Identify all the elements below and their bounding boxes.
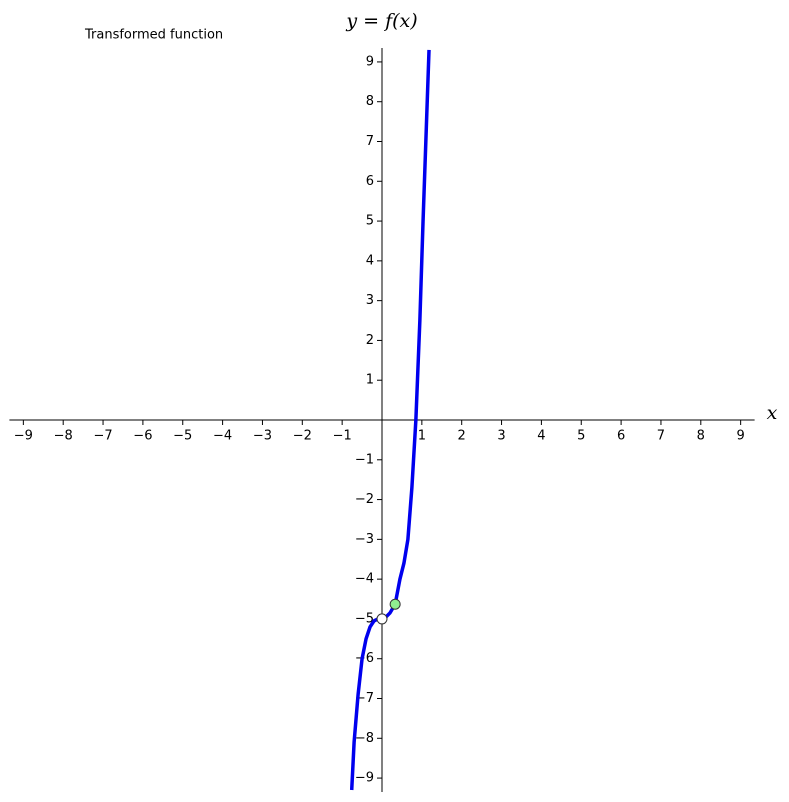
x-tick-label: −2 xyxy=(293,429,312,444)
y-tick-label: 2 xyxy=(366,333,374,348)
y-tick-label: 7 xyxy=(366,134,374,149)
x-tick-label: −8 xyxy=(54,429,73,444)
x-tick-label: −1 xyxy=(333,429,352,444)
y-tick-label: 8 xyxy=(366,94,374,109)
y-tick-label: −8 xyxy=(355,731,374,746)
y-tick-label: −6 xyxy=(355,651,374,666)
x-tick-label: −3 xyxy=(253,429,272,444)
x-tick-label: 2 xyxy=(458,429,466,444)
y-tick-label: −2 xyxy=(355,492,374,507)
y-tick-label: −5 xyxy=(355,611,374,626)
x-tick-label: 9 xyxy=(737,429,745,444)
annotation: Transformed function xyxy=(84,28,223,43)
y-axis-label: y = f(x) xyxy=(345,10,417,32)
y-tick-label: 3 xyxy=(366,293,374,308)
x-tick-label: 4 xyxy=(537,429,545,444)
x-tick-label: 7 xyxy=(657,429,665,444)
x-tick-label: 3 xyxy=(497,429,505,444)
y-tick-label: 5 xyxy=(366,214,374,229)
x-tick-label: −7 xyxy=(93,429,112,444)
x-tick-label: 5 xyxy=(577,429,585,444)
point-marker xyxy=(389,598,401,610)
x-tick-label: 8 xyxy=(697,429,705,444)
x-tick-label: −4 xyxy=(213,429,232,444)
y-tick-label: −1 xyxy=(355,452,374,467)
y-tick-label: −4 xyxy=(355,572,374,587)
x-tick-label: −9 xyxy=(14,429,33,444)
x-axis-label: x xyxy=(767,402,778,424)
x-tick-label: −5 xyxy=(173,429,192,444)
x-tick-label: 6 xyxy=(617,429,625,444)
y-tick-label: −9 xyxy=(355,771,374,786)
y-tick-label: 6 xyxy=(366,174,374,189)
point-marker xyxy=(376,613,388,625)
y-tick-label: −3 xyxy=(355,532,374,547)
y-tick-label: 4 xyxy=(366,253,374,268)
x-tick-label: 1 xyxy=(418,429,426,444)
y-tick-label: 9 xyxy=(366,54,374,69)
curve xyxy=(349,49,431,791)
y-tick-label: 1 xyxy=(366,373,374,388)
x-tick-label: −6 xyxy=(133,429,152,444)
